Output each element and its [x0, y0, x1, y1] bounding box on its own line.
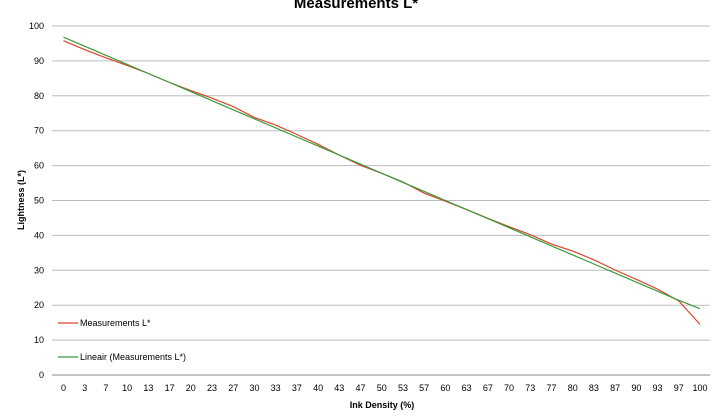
x-tick-label: 63 [462, 383, 472, 393]
y-tick-label: 40 [34, 230, 44, 240]
x-tick-label: 30 [249, 383, 259, 393]
x-tick-label: 3 [82, 383, 87, 393]
y-tick-label: 50 [34, 196, 44, 206]
x-tick-label: 10 [122, 383, 132, 393]
x-tick-label: 70 [504, 383, 514, 393]
chart-title: Measurements L* [294, 0, 418, 12]
x-tick-label: 67 [483, 383, 493, 393]
x-tick-label: 33 [271, 383, 281, 393]
x-tick-label: 53 [398, 383, 408, 393]
x-tick-label: 93 [653, 383, 663, 393]
x-tick-label: 0 [61, 383, 66, 393]
x-tick-label: 77 [546, 383, 556, 393]
x-tick-label: 90 [631, 383, 641, 393]
series-lines [63, 36, 701, 325]
x-tick-label: 97 [674, 383, 684, 393]
series-line [63, 40, 701, 325]
x-tick-label: 80 [568, 383, 578, 393]
x-tick-label: 73 [525, 383, 535, 393]
x-tick-label: 50 [377, 383, 387, 393]
y-tick-label: 90 [34, 56, 44, 66]
x-tick-label: 87 [610, 383, 620, 393]
x-tick-label: 57 [419, 383, 429, 393]
legend-label: Measurements L* [80, 318, 151, 328]
x-tick-label: 7 [103, 383, 108, 393]
x-axis-label: Ink Density (%) [350, 400, 415, 410]
x-axis-ticks: 0 3 7 10 13 17 20 23 27 30 33 37 40 43 47 50 53 57 60 63 67 7… [61, 383, 708, 393]
legend-label: Lineair (Measurements L*) [80, 352, 186, 362]
series-line [63, 36, 701, 310]
y-tick-label: 70 [34, 126, 44, 136]
gridlines [52, 25, 710, 341]
x-tick-label: 17 [165, 383, 175, 393]
legend: Measurements L* Lineair (Measurements L*) [58, 318, 186, 362]
x-tick-label: 20 [186, 383, 196, 393]
x-tick-label: 83 [589, 383, 599, 393]
y-tick-label: 30 [34, 265, 44, 275]
y-axis-label: Lightness (L*) [16, 170, 26, 230]
x-tick-label: 27 [228, 383, 238, 393]
x-tick-label: 37 [292, 383, 302, 393]
y-tick-label: 60 [34, 161, 44, 171]
y-tick-label: 80 [34, 91, 44, 101]
x-tick-label: 13 [143, 383, 153, 393]
y-tick-label: 20 [34, 300, 44, 310]
y-tick-label: 100 [29, 21, 44, 31]
y-tick-label: 10 [34, 335, 44, 345]
x-tick-label: 47 [356, 383, 366, 393]
x-tick-label: 60 [440, 383, 450, 393]
x-tick-label: 43 [334, 383, 344, 393]
y-axis-ticks: 0 10 20 30 40 50 60 70 80 90 100 [29, 21, 44, 380]
x-tick-label: 40 [313, 383, 323, 393]
x-tick-label: 100 [692, 383, 707, 393]
y-tick-label: 0 [39, 370, 44, 380]
x-tick-label: 23 [207, 383, 217, 393]
